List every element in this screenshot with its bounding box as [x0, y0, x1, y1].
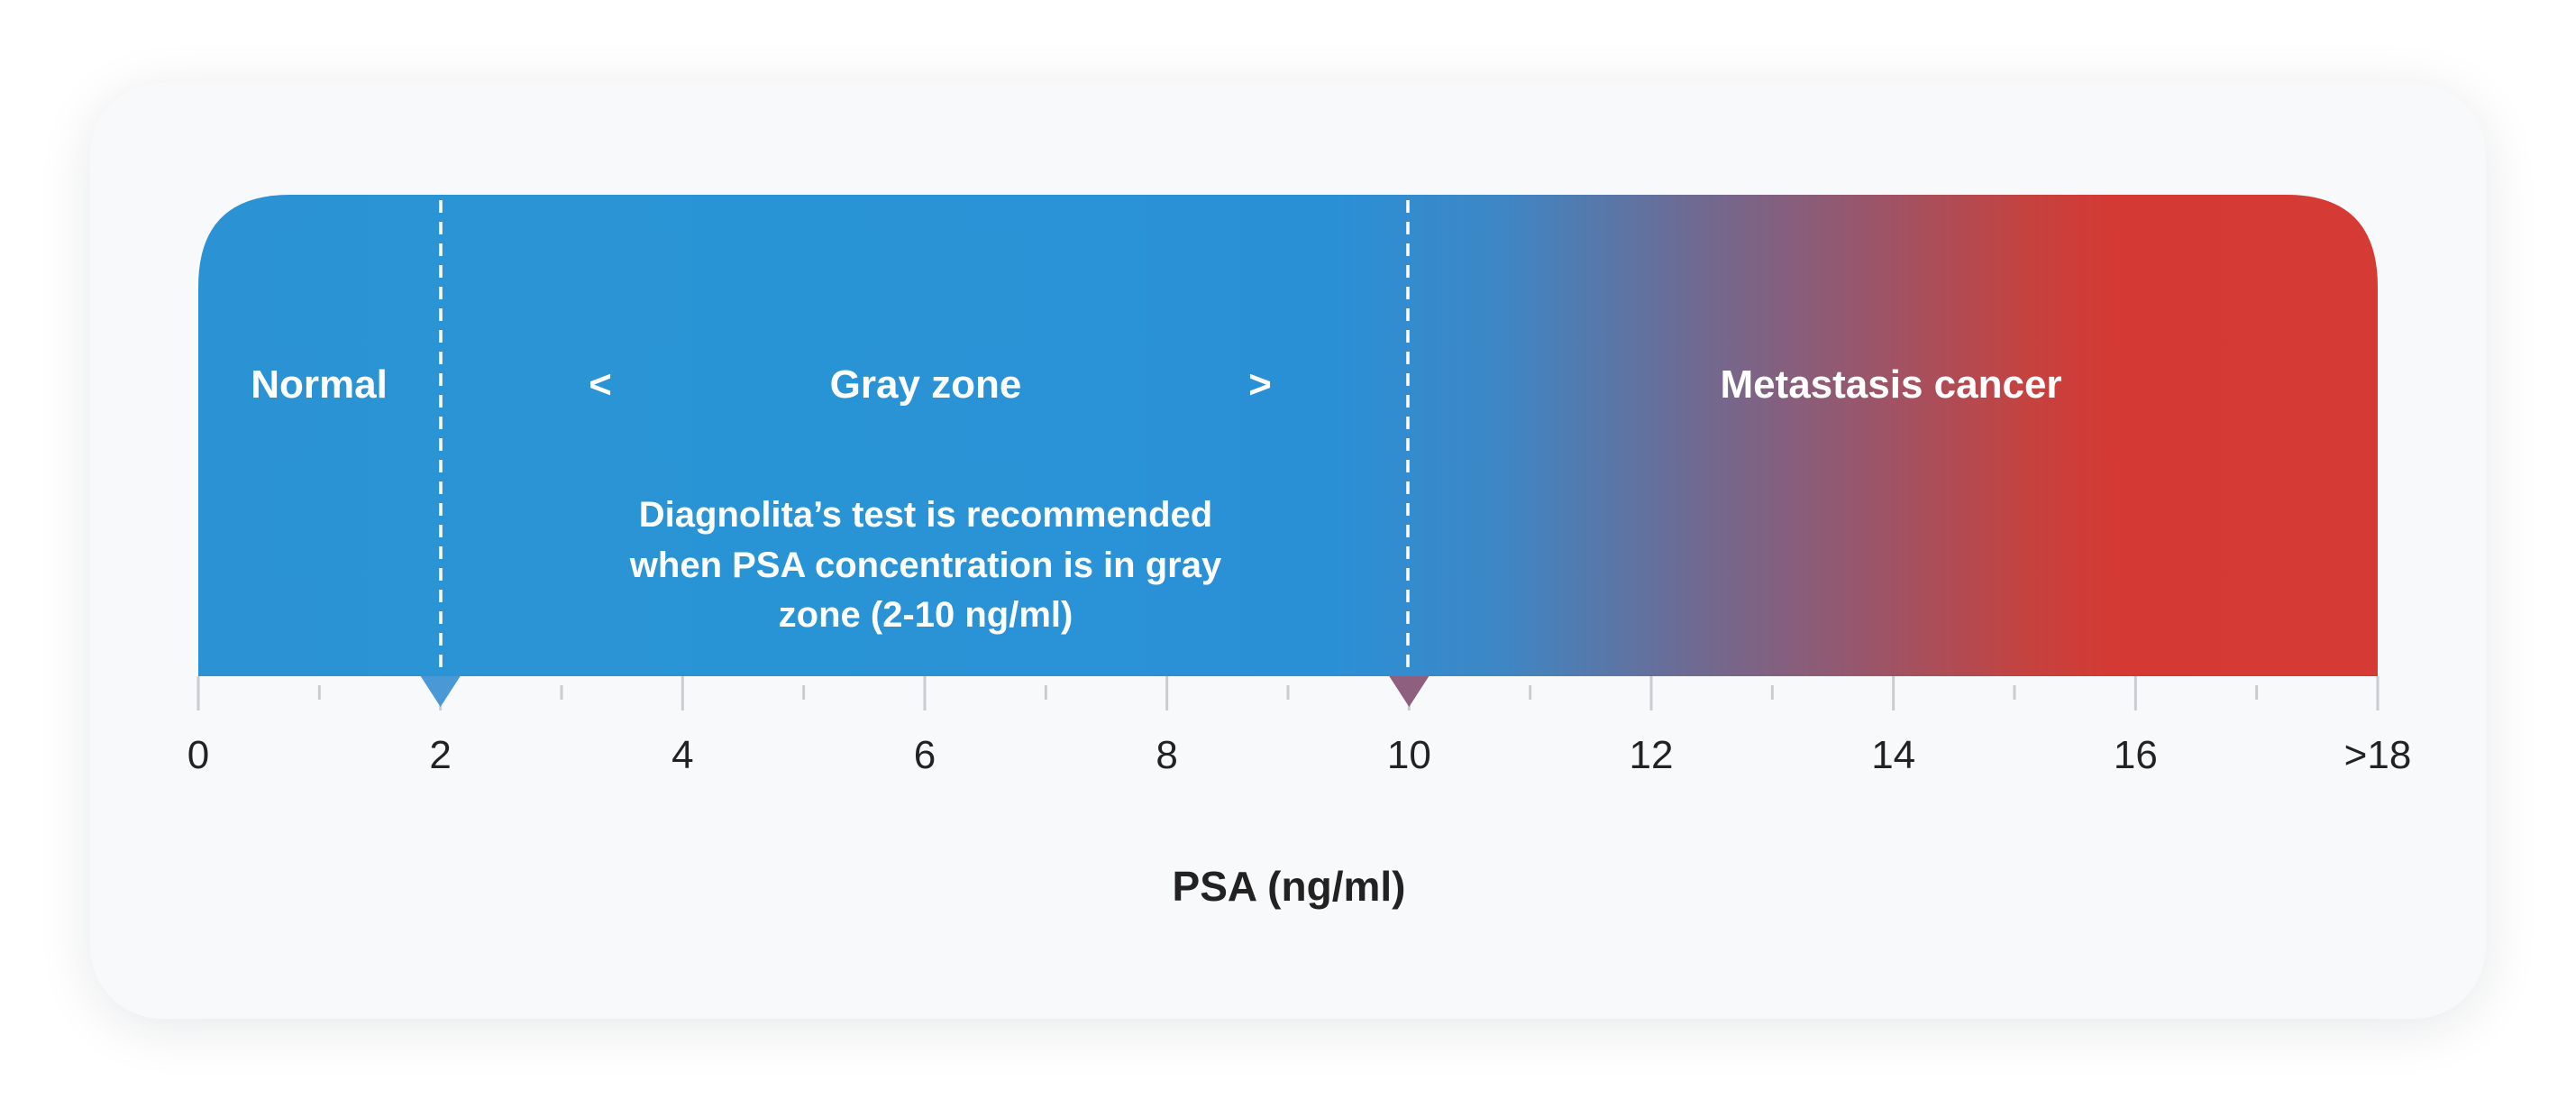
tick-label: 6	[914, 733, 936, 777]
metastasis-zone-label: Metastasis cancer	[1720, 362, 2061, 407]
axis-title: PSA (ng/ml)	[1173, 863, 1406, 910]
tick-label: >18	[2344, 733, 2412, 777]
gray-zone-right-arrow: >	[1248, 362, 1272, 407]
tick-label: 12	[1630, 733, 1674, 777]
gray-zone-note-line-3: zone (2-10 ng/ml)	[779, 595, 1073, 635]
tick-label: 16	[2114, 733, 2158, 777]
axis-ticks	[196, 676, 2380, 710]
threshold-marker-2	[420, 676, 461, 707]
tick-label: 10	[1387, 733, 1431, 777]
threshold-markers	[420, 676, 1430, 707]
tick-label: 14	[1871, 733, 1915, 777]
axis-tick-labels: 0 2 4 6 8 10 12 14 16 >18	[187, 733, 2412, 777]
tick-label: 0	[187, 733, 209, 777]
normal-zone-label: Normal	[251, 362, 388, 407]
tick-label: 2	[429, 733, 451, 777]
gray-zone-label: Gray zone	[830, 362, 1022, 407]
tick-label: 8	[1156, 733, 1177, 777]
gray-zone-note-line-1: Diagnolita’s test is recommended	[639, 495, 1212, 535]
tick-label: 4	[671, 733, 693, 777]
threshold-marker-10	[1389, 676, 1430, 707]
gray-zone-note-line-2: when PSA concentration is in gray	[629, 545, 1222, 585]
psa-range-bar	[198, 195, 2378, 676]
gray-zone-left-arrow: <	[589, 362, 612, 407]
